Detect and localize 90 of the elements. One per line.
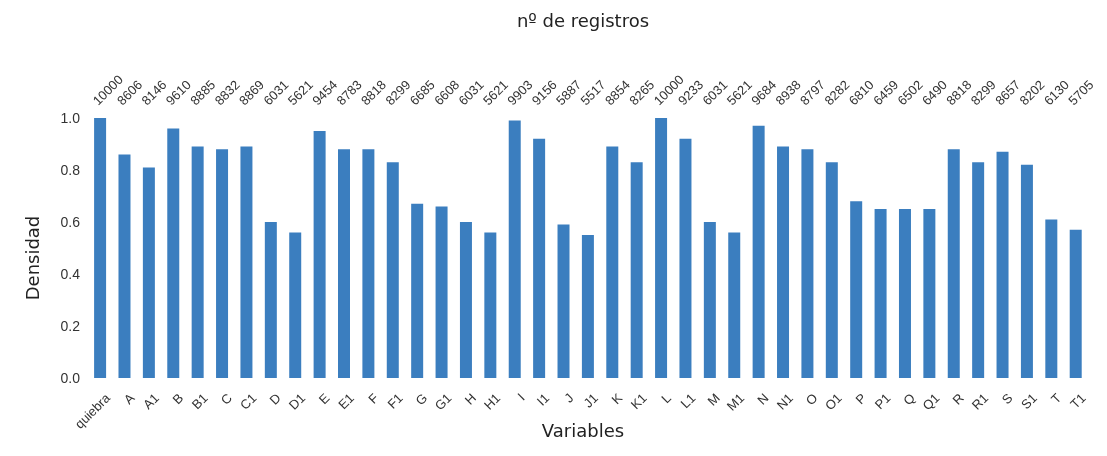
bar (484, 232, 497, 378)
bar (874, 209, 887, 378)
x-tick-label: L1 (677, 390, 699, 412)
bar (142, 167, 155, 378)
bar (435, 206, 448, 378)
y-tick-label: 0.2 (60, 317, 81, 334)
bar (94, 118, 107, 378)
x-tick-label: B (169, 390, 187, 408)
x-tick-label: A1 (140, 390, 162, 413)
bar (264, 222, 277, 378)
bar (630, 162, 643, 378)
bar (825, 162, 838, 378)
bar (679, 138, 692, 378)
bar (752, 125, 765, 378)
x-tick-label: L (658, 390, 675, 407)
bar (191, 146, 204, 378)
bar (703, 222, 716, 378)
x-tick-label: T (1048, 390, 1065, 407)
bar (655, 118, 668, 378)
bar (777, 146, 790, 378)
x-tick-label: P (852, 390, 870, 408)
x-tick-label: D (266, 390, 284, 408)
x-tick-label: P1 (871, 390, 894, 413)
x-tick-label: A (120, 390, 138, 408)
bar (289, 232, 302, 378)
y-tick-label: 0.4 (60, 265, 81, 282)
bar (898, 209, 911, 378)
bar (338, 149, 350, 378)
y-tick-label: 0.0 (60, 369, 81, 386)
bar (606, 146, 619, 378)
x-tick-label: Q (900, 390, 918, 409)
x-tick-label: C (217, 390, 236, 408)
x-tick-label: G (412, 390, 431, 409)
x-tick-label: D1 (285, 390, 309, 413)
bar (1020, 164, 1033, 378)
bar (216, 149, 229, 378)
x-tick-label: R1 (968, 390, 992, 413)
x-tick-label: J1 (580, 390, 601, 411)
bar (411, 203, 424, 378)
x-tick-label: I (514, 390, 528, 404)
x2-axis-title: nº de registros (515, 10, 651, 31)
x-tick-label: R (949, 390, 967, 408)
x-tick-label: Q1 (919, 390, 943, 414)
bar (850, 201, 863, 378)
bar (1069, 229, 1082, 378)
x-tick-label: F1 (384, 390, 406, 412)
x-tick-label: T1 (1067, 390, 1089, 412)
bar (240, 146, 253, 378)
x-tick-label: H1 (480, 390, 504, 413)
x-tick-label: M1 (723, 390, 748, 414)
x-tick-label: M (704, 390, 723, 409)
bar (118, 154, 131, 378)
x-tick-label: S (998, 390, 1016, 408)
x-axis-title: Variables (541, 420, 625, 441)
x-tick-label: H (461, 390, 479, 408)
bar (996, 151, 1009, 378)
x-tick-label: K1 (627, 390, 650, 413)
x-tick-label: K (608, 390, 626, 408)
x-tick-label: O (802, 390, 821, 409)
bar (801, 149, 814, 378)
bar (947, 149, 960, 378)
x-tick-label: N1 (773, 390, 797, 413)
bar (508, 120, 521, 378)
x-tick-label: G1 (431, 390, 455, 414)
bar (923, 209, 936, 378)
x-tick-label: B1 (188, 390, 211, 413)
bar (167, 128, 180, 378)
x-tick-label: E (315, 390, 333, 408)
y-tick-label: 0.8 (60, 161, 81, 178)
x-tick-label: O1 (821, 390, 845, 414)
bar (1045, 219, 1058, 378)
y-tick-label: 1.0 (60, 109, 81, 126)
x-tick-label: J (561, 390, 577, 406)
bar (972, 162, 985, 378)
y-tick-label: 0.6 (60, 213, 81, 230)
x-tick-label: E1 (335, 390, 357, 413)
bar (728, 232, 741, 378)
bar (459, 222, 472, 378)
bar (581, 235, 594, 378)
bar (557, 224, 570, 378)
y-axis-title: Densidad (21, 215, 43, 301)
x-tick-label: I1 (533, 390, 553, 409)
x-tick-label: C1 (237, 390, 260, 413)
x-tick-label: N (754, 390, 772, 408)
bar (362, 149, 375, 378)
bar (313, 131, 326, 378)
x-tick-label: F (365, 390, 382, 407)
x-tick-label: S1 (1018, 390, 1040, 413)
bar (386, 162, 399, 378)
bar (533, 138, 546, 378)
